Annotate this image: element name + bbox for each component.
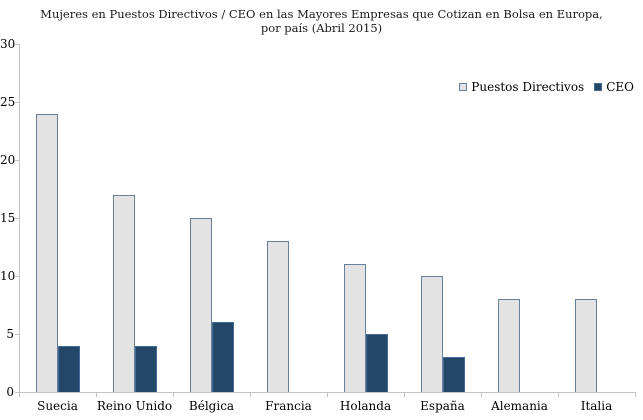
legend-swatch-puestos-directivos-icon xyxy=(459,83,468,91)
bar-ceo-holanda xyxy=(366,334,388,392)
legend-item-puestos-directivos: Puestos Directivos xyxy=(459,80,584,94)
bar-ceo-españa xyxy=(443,357,465,392)
bar-puestos-directivos-holanda xyxy=(344,264,366,392)
bar-puestos-directivos-bélgica xyxy=(190,218,212,392)
y-axis-tick xyxy=(15,334,19,335)
x-axis-tick xyxy=(327,393,328,397)
y-axis-label: 10 xyxy=(0,269,16,283)
x-axis-tick xyxy=(558,393,559,397)
legend-label-puestos-directivos: Puestos Directivos xyxy=(471,80,585,94)
chart-title-line-1: Mujeres en Puestos Directivos / CEO en l… xyxy=(40,7,603,21)
y-axis-tick xyxy=(15,44,19,45)
y-axis-label: 30 xyxy=(0,37,16,51)
x-axis-tick xyxy=(19,393,20,397)
y-axis-label: 5 xyxy=(6,327,14,341)
bar-ceo-bélgica xyxy=(212,322,234,392)
y-axis-label: 25 xyxy=(0,95,16,109)
bar-puestos-directivos-alemania xyxy=(498,299,520,392)
x-axis-label: Italia xyxy=(580,399,613,413)
bar-puestos-directivos-españa xyxy=(421,276,443,392)
legend-swatch-ceo-icon xyxy=(594,83,603,91)
y-axis-tick xyxy=(15,392,19,393)
bar-puestos-directivos-suecia xyxy=(36,114,58,392)
x-axis-tick xyxy=(481,393,482,397)
x-axis-label: España xyxy=(420,399,465,413)
bar-ceo-suecia xyxy=(58,346,80,392)
y-axis-line xyxy=(19,44,20,393)
x-axis-tick xyxy=(404,393,405,397)
y-axis-label: 20 xyxy=(0,153,16,167)
legend-item-ceo: CEO xyxy=(594,80,634,94)
bar-puestos-directivos-reino-unido xyxy=(113,195,135,392)
x-axis-tick xyxy=(250,393,251,397)
x-axis-label: Alemania xyxy=(491,399,548,413)
x-axis-label: Suecia xyxy=(37,399,78,413)
chart-title: Mujeres en Puestos Directivos / CEO en l… xyxy=(0,7,643,35)
y-axis-tick xyxy=(15,218,19,219)
x-axis-tick xyxy=(96,393,97,397)
chart-legend: Puestos Directivos CEO xyxy=(459,80,634,94)
y-axis-label: 15 xyxy=(0,211,16,225)
x-axis-label: Holanda xyxy=(339,399,392,413)
bar-ceo-reino-unido xyxy=(135,346,157,392)
x-axis-line xyxy=(19,392,636,393)
x-axis-label: Bélgica xyxy=(188,399,235,413)
x-axis-label: Francia xyxy=(265,399,312,413)
y-axis-tick xyxy=(15,102,19,103)
y-axis-tick xyxy=(15,276,19,277)
x-axis-label: Reino Unido xyxy=(96,399,173,413)
chart-title-line-2: por país (Abril 2015) xyxy=(260,21,383,35)
legend-label-ceo: CEO xyxy=(606,80,634,94)
y-axis-tick xyxy=(15,160,19,161)
bar-puestos-directivos-francia xyxy=(267,241,289,392)
x-axis-tick xyxy=(173,393,174,397)
y-axis-label: 0 xyxy=(6,385,14,399)
bar-puestos-directivos-italia xyxy=(575,299,597,392)
x-axis-tick xyxy=(635,393,636,397)
